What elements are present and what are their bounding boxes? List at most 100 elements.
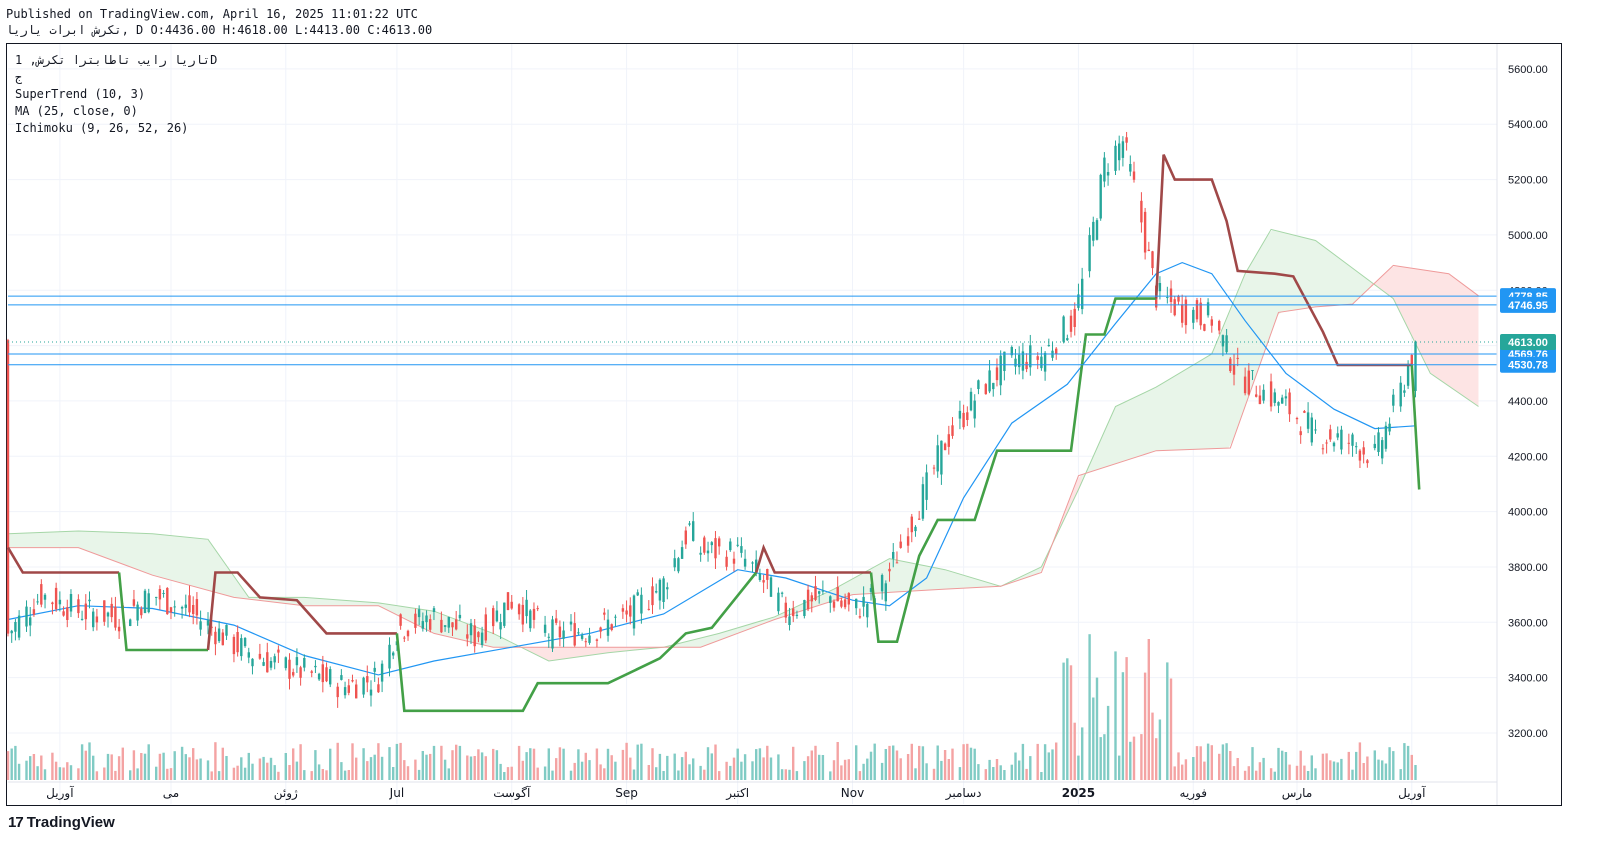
candle-body xyxy=(1140,200,1143,223)
candle-body xyxy=(162,593,165,594)
volume-bar xyxy=(684,751,687,780)
tradingview-logo-icon: 17 xyxy=(8,814,24,831)
volume-bar xyxy=(858,771,862,780)
candle-body xyxy=(1384,425,1388,449)
legend-ma[interactable]: MA (25, close, 0) xyxy=(15,104,138,118)
candle-body xyxy=(969,391,973,411)
volume-bar xyxy=(84,750,87,780)
volume-bar xyxy=(499,763,502,780)
candle-body xyxy=(1210,319,1213,326)
candle-body xyxy=(232,636,236,655)
candle-body xyxy=(1036,356,1039,360)
volume-bar xyxy=(999,765,1002,780)
candle-body xyxy=(1158,283,1162,292)
volume-bar xyxy=(10,748,13,780)
candle-body xyxy=(43,594,47,600)
candle-body xyxy=(1066,338,1069,341)
candle-body xyxy=(469,623,473,636)
candle-body xyxy=(692,521,695,541)
candle-body xyxy=(455,619,458,630)
candle-body xyxy=(973,400,976,419)
volume-bar xyxy=(729,765,732,780)
candle-body xyxy=(832,601,836,608)
volume-bar xyxy=(551,770,554,780)
volume-bar xyxy=(321,769,324,780)
candle-body xyxy=(588,635,591,643)
x-tick-label: ژوئن xyxy=(274,786,298,801)
candle-body xyxy=(777,592,780,612)
volume-bar xyxy=(69,765,73,780)
candle-body xyxy=(784,602,787,618)
candle-body xyxy=(555,618,558,623)
volume-bar xyxy=(1247,766,1250,780)
volume-bar xyxy=(417,769,421,780)
candle-body xyxy=(525,599,528,617)
volume-bar xyxy=(1040,772,1043,780)
volume-bar xyxy=(740,761,743,780)
candle-body xyxy=(718,538,721,547)
candle-body xyxy=(621,608,625,612)
candle-body xyxy=(599,627,602,632)
volume-bar xyxy=(1192,757,1195,780)
price-level-label-box xyxy=(1500,356,1556,373)
volume-bar xyxy=(1277,747,1280,780)
y-tick-label: 5400.00 xyxy=(1508,119,1548,131)
volume-bar xyxy=(962,744,965,780)
legend-ichimoku[interactable]: Ichimoku (9, 26, 52, 26) xyxy=(15,121,189,135)
volume-bar xyxy=(477,749,480,780)
volume-bar xyxy=(1210,745,1213,780)
volume-bar xyxy=(1177,752,1180,780)
volume-bar xyxy=(506,767,510,780)
candle-body xyxy=(836,587,839,602)
volume-bar xyxy=(1036,743,1039,780)
volume-bar xyxy=(769,757,773,780)
volume-bar xyxy=(666,755,669,780)
ichimoku-cloud xyxy=(8,531,518,648)
tradingview-footer[interactable]: 17 TradingView xyxy=(8,814,115,831)
volume-bar xyxy=(1358,742,1362,780)
candle-body xyxy=(1099,174,1102,219)
supertrend-up-line xyxy=(395,571,758,713)
candle-body xyxy=(906,536,910,546)
candle-body xyxy=(706,550,710,554)
candle-body xyxy=(103,600,106,622)
volume-bar xyxy=(884,749,887,780)
candle-body xyxy=(658,579,662,601)
candle-body xyxy=(288,659,291,679)
candle-body xyxy=(143,590,147,614)
volume-bar xyxy=(184,754,187,780)
candle-body xyxy=(106,612,110,617)
volume-bar xyxy=(1366,756,1369,780)
volume-bar xyxy=(892,745,895,780)
candle-body xyxy=(840,600,843,607)
volume-bar xyxy=(273,765,276,780)
volume-bar xyxy=(1340,758,1343,780)
volume-bar xyxy=(1362,763,1365,780)
candle-body xyxy=(1047,345,1050,347)
legend-supertrend[interactable]: SuperTrend (10, 3) xyxy=(15,87,146,101)
volume-bar xyxy=(1132,736,1136,780)
candle-body xyxy=(710,542,713,546)
volume-bar xyxy=(1403,743,1406,780)
volume-bar xyxy=(1406,745,1410,780)
volume-bar xyxy=(784,769,787,780)
candle-body xyxy=(440,619,443,633)
candle-body xyxy=(273,656,276,663)
candle-body xyxy=(629,605,632,617)
candle-body xyxy=(1195,300,1199,320)
candle-body xyxy=(88,599,91,602)
candle-body xyxy=(921,484,925,519)
volume-bar xyxy=(421,751,424,780)
supertrend-up-line xyxy=(1410,364,1421,490)
candle-body xyxy=(884,583,887,602)
volume-bar xyxy=(166,768,169,780)
candle-body xyxy=(351,680,354,682)
volume-bar xyxy=(351,743,354,780)
price-level-label-box xyxy=(1500,296,1556,313)
volume-bar xyxy=(121,747,124,780)
candle-body xyxy=(988,370,991,392)
volume-bar xyxy=(1206,743,1210,780)
volume-bar xyxy=(92,755,95,780)
volume-bar xyxy=(429,753,432,780)
